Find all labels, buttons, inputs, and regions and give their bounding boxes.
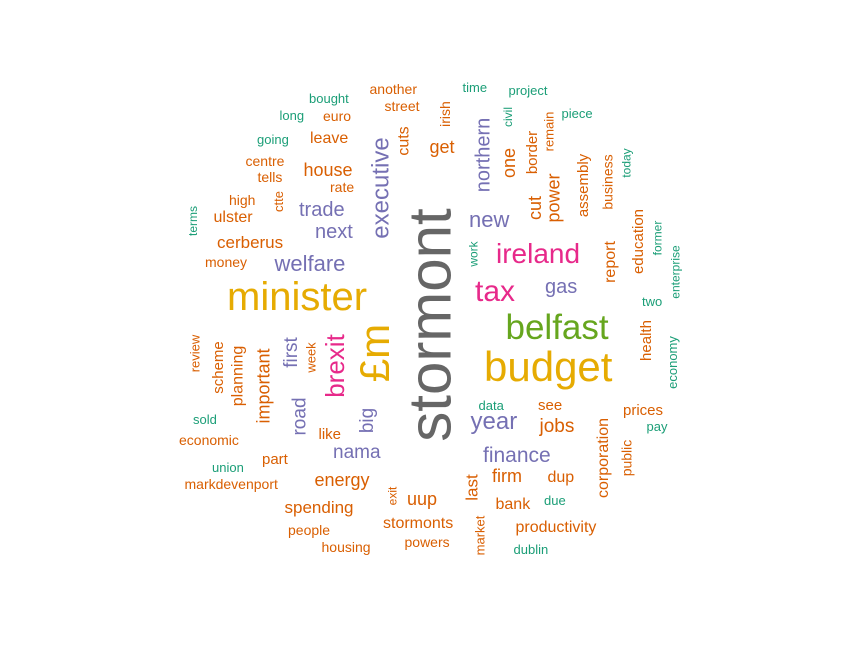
word-trade: trade xyxy=(299,199,345,221)
word-cerberus: cerberus xyxy=(217,232,284,252)
word-terms: terms xyxy=(186,206,200,236)
word-two: two xyxy=(642,293,663,309)
word-leave: leave xyxy=(310,130,349,147)
word-year: year xyxy=(470,408,518,435)
word-housing: housing xyxy=(321,539,371,555)
word-sold: sold xyxy=(193,411,217,427)
word-firm: firm xyxy=(492,466,522,486)
word-economy: economy xyxy=(664,335,680,389)
word-belfast: belfast xyxy=(505,307,609,347)
word-health: health xyxy=(637,319,655,361)
word-road: road xyxy=(289,396,311,436)
word-rate: rate xyxy=(330,179,355,195)
word-ulster: ulster xyxy=(213,209,253,226)
word-stormonts: stormonts xyxy=(383,515,454,532)
word-welfare: welfare xyxy=(274,251,346,276)
word-week: week xyxy=(303,341,319,373)
word-former: former xyxy=(649,220,664,256)
word-minister: minister xyxy=(227,275,368,319)
word-time: time xyxy=(462,79,488,95)
word-data: data xyxy=(478,397,504,413)
word-last: last xyxy=(462,473,482,501)
word-powers: powers xyxy=(404,534,450,550)
word-bought: bought xyxy=(309,90,349,106)
word-long: long xyxy=(279,107,305,123)
word-pay: pay xyxy=(646,418,668,434)
word-get: get xyxy=(429,137,455,157)
word-high: high xyxy=(229,192,256,208)
word-education: education xyxy=(629,208,647,274)
word-piece: piece xyxy=(561,105,593,121)
word-work: work xyxy=(466,241,481,267)
word-going: going xyxy=(257,131,289,147)
word-house: house xyxy=(303,160,353,180)
word-ireland: ireland xyxy=(496,238,581,269)
word-uup: uup xyxy=(407,489,438,509)
word-money: money xyxy=(205,254,248,270)
word-centre: centre xyxy=(245,153,285,169)
word-public: public xyxy=(617,439,634,477)
word-jobs: jobs xyxy=(539,415,575,437)
word-northern: northern xyxy=(471,117,494,193)
word-one: one xyxy=(499,147,520,179)
word-exit: exit xyxy=(384,486,399,506)
word-important: important xyxy=(253,348,274,424)
word-part: part xyxy=(262,450,288,468)
word-budget: budget xyxy=(484,343,613,390)
word-big: big xyxy=(356,407,378,433)
word-pound-m: £m xyxy=(351,323,399,383)
word-finance: finance xyxy=(483,443,551,467)
word-review: review xyxy=(187,334,203,372)
word-cut: cut xyxy=(525,195,546,221)
word-tells: tells xyxy=(257,169,283,185)
word-remain: remain xyxy=(541,111,557,151)
word-cuts: cuts xyxy=(395,126,413,156)
word-markdevenport: markdevenport xyxy=(184,476,278,492)
word-assembly: assembly xyxy=(574,153,592,217)
word-corporation: corporation xyxy=(595,417,613,499)
word-due: due xyxy=(544,492,566,508)
word-stormont: stormont xyxy=(396,208,464,442)
word-next: next xyxy=(315,221,353,243)
word-street: street xyxy=(384,98,420,114)
word-enterprise: enterprise xyxy=(668,245,683,299)
word-energy: energy xyxy=(314,470,370,490)
word-planning: planning xyxy=(228,345,246,407)
word-civil: civil xyxy=(501,107,515,127)
word-like: like xyxy=(318,425,342,443)
word-nama: nama xyxy=(333,441,381,463)
word-bank: bank xyxy=(495,496,531,513)
word-economic: economic xyxy=(179,432,239,448)
word-another: another xyxy=(369,81,417,97)
word-see: see xyxy=(538,396,563,414)
word-market: market xyxy=(472,515,488,555)
word-euro: euro xyxy=(323,108,352,124)
word-border: border xyxy=(523,130,541,174)
word-irish: irish xyxy=(436,101,453,127)
word-new: new xyxy=(469,207,510,232)
word-prices: prices xyxy=(623,401,664,419)
word-union: union xyxy=(212,459,244,475)
word-brexit: brexit xyxy=(319,334,350,398)
word-report: report xyxy=(601,241,619,283)
word-project: project xyxy=(508,82,548,98)
word-spending: spending xyxy=(284,497,354,517)
word-today: today xyxy=(619,148,634,178)
word-power: power xyxy=(543,173,564,223)
word-business: business xyxy=(599,154,616,210)
word-productivity: productivity xyxy=(515,519,597,536)
word-dup: dup xyxy=(547,469,575,486)
word-gas: gas xyxy=(545,276,578,298)
word-ctte: ctte xyxy=(270,190,286,212)
word-first: first xyxy=(280,336,302,368)
word-executive: executive xyxy=(367,137,395,239)
word-tax: tax xyxy=(475,275,516,308)
word-people: people xyxy=(288,522,331,538)
word-dublin: dublin xyxy=(513,541,549,557)
word-scheme: scheme xyxy=(209,340,227,394)
